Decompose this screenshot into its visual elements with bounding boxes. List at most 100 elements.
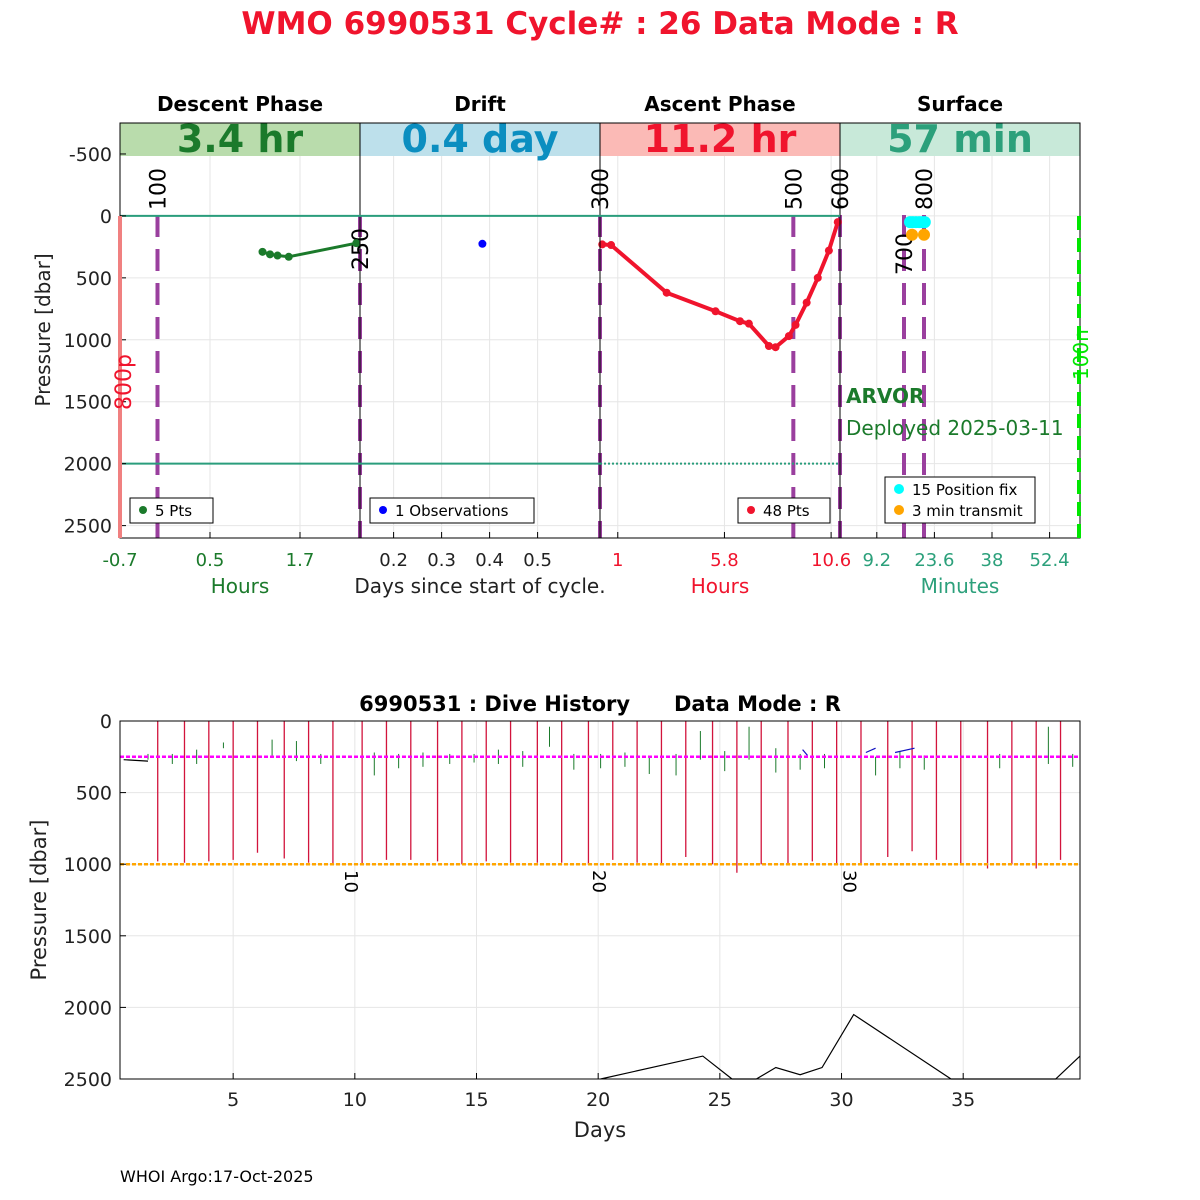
x-tick-label: 20 [586,1089,610,1111]
y-tick-label: 2500 [64,516,112,538]
legend-label: 1 Observations [395,502,509,520]
y-tick-label: 0 [100,711,112,733]
phase-duration-drift: 0.4 day [402,117,559,161]
drift-segment [802,749,808,756]
legend-label: 15 Position fix [912,481,1017,499]
x-tick-label: 25 [708,1089,732,1111]
data-point-ascent [813,273,822,282]
y-tick-label: 1000 [64,854,112,876]
phase-title-descent: Descent Phase [157,92,323,116]
data-point-ascent [791,320,800,329]
cycle-number-label: 10 [340,870,361,893]
cycle-marker-label: 100 [147,168,172,210]
position-fix-point [918,216,931,229]
y-tick-label: 2000 [64,997,112,1019]
x-tick-label-surface: 52.4 [1030,550,1070,571]
x-tick-label-descent: 0.5 [196,550,225,571]
cycle-marker-label: 800 [913,168,938,210]
transmit-point [906,228,918,241]
x-tick-label-drift: 0.2 [379,550,408,571]
left-marker-label: 800p [112,354,137,410]
x-tick-label-descent: 1.7 [286,550,315,571]
phase-duration-surface: 57 min [887,117,1033,161]
drift-segment [894,747,915,754]
right-marker-label: 100n [1069,329,1093,380]
x-tick-label-ascent: 1 [612,550,623,571]
phase-band-surface [840,123,1080,156]
data-point-descent [273,251,282,260]
float-type: ARVOR [846,384,924,408]
x-unit-label-surface: Minutes [921,574,1000,598]
legend-marker [894,505,904,515]
x-tick-label-ascent: 10.6 [811,550,851,571]
data-point-ascent [764,341,773,350]
phase-band-drift [360,123,600,156]
footer-credit: WHOI Argo:17-Oct-2025 [120,1167,314,1186]
cycle-marker-label: 300 [589,168,614,210]
figure-title: WMO 6990531 Cycle# : 26 Data Mode : R [241,6,958,42]
y-tick-label: 1500 [64,926,112,948]
y-tick-label: 500 [76,268,112,290]
legend-marker [379,506,387,514]
legend-box-surface [884,476,1036,524]
cycle-number-label: 20 [588,870,609,893]
legend-label: 3 min transmit [912,502,1023,520]
data-point-ascent [662,288,671,297]
drift-segment [865,747,876,754]
data-point-descent [284,252,293,261]
cycle-marker-label: 250 [349,228,374,270]
y-tick-label: 1000 [64,330,112,352]
x-tick-label-surface: 38 [981,550,1004,571]
bottom-depth-line [600,1013,1081,1080]
y-tick-label: 1500 [64,392,112,414]
y-axis-label: Pressure [dbar] [31,253,55,406]
x-unit-label-descent: Hours [211,574,270,598]
data-point-descent [258,247,267,256]
x-tick-label: 30 [829,1089,853,1111]
phase-duration-ascent: 11.2 hr [644,117,797,161]
data-point-ascent [607,241,616,250]
cycle-marker-label: 600 [829,168,854,210]
x-tick-label-surface: 23.6 [914,550,954,571]
phase-title-ascent: Ascent Phase [644,92,795,116]
data-point-ascent [771,343,780,352]
x-tick-label-drift: 0.3 [427,550,456,571]
deployment-date: Deployed 2025-03-11 [846,416,1064,440]
data-point-descent [266,250,274,259]
data-point-drift [478,239,487,248]
x-unit-label-ascent: Hours [691,574,750,598]
drift-segment [123,759,149,762]
x-tick-label-drift: 0.4 [475,550,504,571]
y-tick-label: 2500 [64,1069,112,1091]
data-point-ascent [711,307,720,316]
profile-line-ascent [602,221,840,350]
legend-marker [747,506,755,514]
x-tick-label: 5 [227,1089,239,1111]
dive-history-chart: 10 20 30 0 500 1000 1500 2000 2500 5 10 15 20 25 30 35 6… [27,692,1081,1142]
chart-title: 6990531 : Dive History Data Mode : R [359,692,841,716]
x-tick-label: 10 [343,1089,367,1111]
x-tick-label: 15 [464,1089,488,1111]
transmit-point [918,228,930,241]
x-tick-label-drift: 0.5 [523,550,552,571]
x-tick-label-descent: -0.7 [102,550,137,571]
legend-marker [139,506,147,514]
legend-box-ascent [737,497,831,524]
legend-label: 5 Pts [155,502,192,520]
cycle-marker-label: 500 [782,168,807,210]
x-tick-label-ascent: 5.8 [710,550,739,571]
x-axis-label: Days [574,1118,626,1142]
data-point-ascent [598,240,607,249]
legend-marker [894,484,904,494]
y-axis-label: Pressure [dbar] [27,820,51,981]
data-point-ascent [824,246,833,255]
phase-band-ascent [600,123,840,156]
phase-duration-descent: 3.4 hr [177,117,304,161]
x-tick-label: 35 [951,1089,975,1111]
phase-title-surface: Surface [917,92,1003,116]
y-tick-label: 500 [76,783,112,805]
phase-title-drift: Drift [454,92,506,116]
plot-frame [119,720,1081,1080]
